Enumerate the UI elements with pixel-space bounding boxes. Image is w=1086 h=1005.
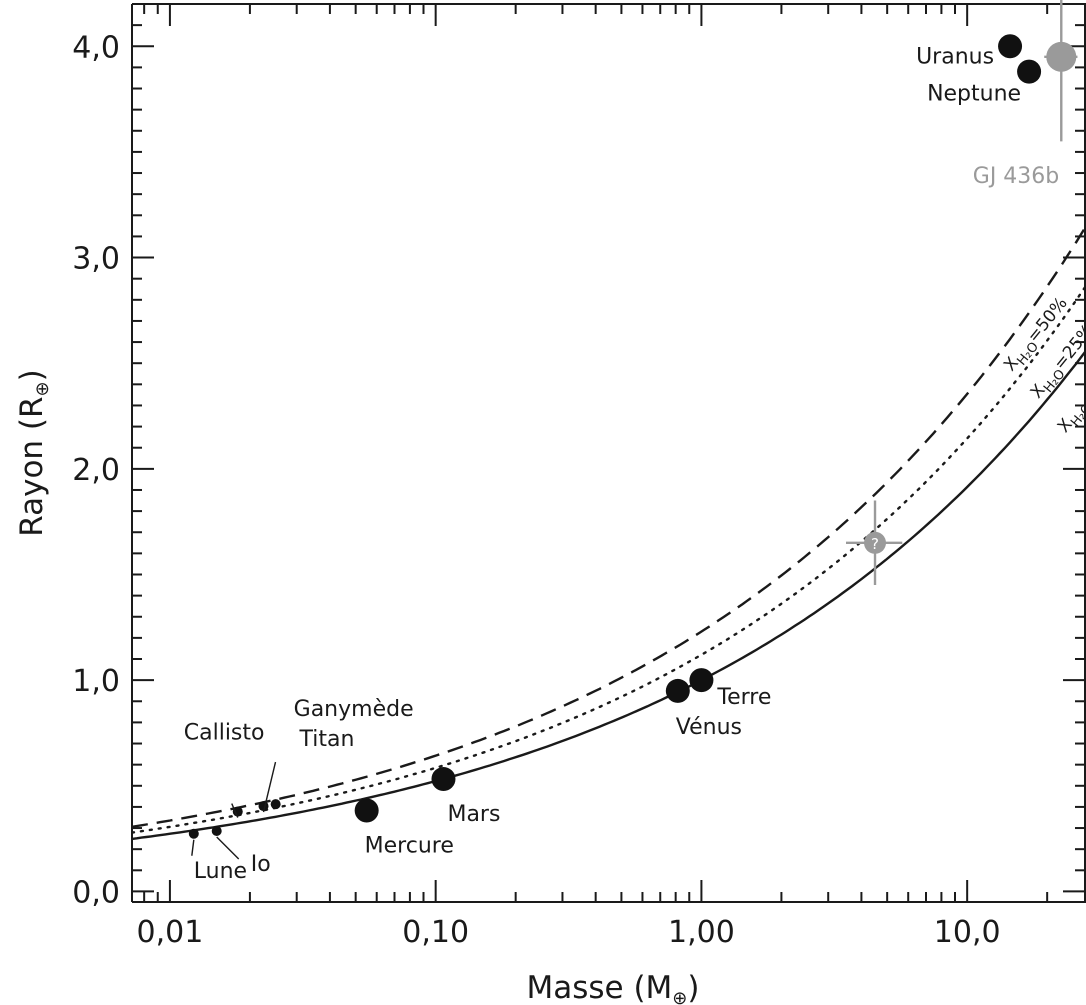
question-mark-label: ?: [871, 535, 879, 553]
gray-data-point: [864, 531, 887, 554]
planet-point: [1017, 59, 1042, 84]
model-curves: [132, 225, 1086, 841]
axes-frame: [131, 3, 1086, 903]
planet-label: Terre: [716, 685, 771, 710]
y-axis-title: Rayon (R⊕): [14, 369, 53, 537]
y-tick-label: 3,0: [72, 242, 120, 277]
curve-dotted: [132, 284, 1086, 834]
y-tick-label: 0,0: [72, 875, 120, 910]
planet-point: [354, 798, 379, 823]
planet-point: [232, 806, 243, 817]
labels: 0,01 0,10 1,00 10,00,01,02,03,04,0XH₂O=0%XH…: [72, 30, 1086, 950]
planet-point: [689, 668, 714, 693]
gray-data-point: [1046, 41, 1077, 72]
x-tick-label: 0,01: [137, 915, 204, 950]
leader-line: [231, 803, 239, 818]
planet-point: [188, 828, 199, 839]
planet-label: Titan: [299, 727, 355, 752]
leader-line: [262, 761, 277, 813]
planet-label: Lune: [194, 859, 247, 884]
planet-label: Ganymède: [294, 697, 414, 722]
y-axis-title-close: ): [14, 369, 50, 381]
x-axis-title-main: Masse (M: [526, 970, 672, 1005]
y-tick-label: 2,0: [72, 453, 120, 488]
x-tick-label: 10,0: [934, 915, 1001, 950]
planet-label: Mercure: [365, 834, 454, 859]
y-tick-label: 4,0: [72, 30, 120, 65]
gj436b-label: GJ 436b: [973, 164, 1060, 189]
planet-label: Callisto: [184, 721, 265, 746]
leader-line: [216, 836, 240, 860]
y-tick-label: 1,0: [72, 664, 120, 699]
planet-label: Mars: [447, 802, 500, 827]
planet-points: [188, 34, 1077, 839]
planet-label: Neptune: [927, 82, 1021, 107]
planet-label: Vénus: [676, 715, 742, 740]
planet-label: Uranus: [916, 44, 994, 69]
x-tick-label: 0,10: [402, 915, 469, 950]
x-tick-label: 1,00: [668, 915, 735, 950]
y-axis-title-sub: ⊕: [32, 381, 53, 396]
planet-point: [270, 799, 281, 810]
x-axis-title: Masse (M⊕): [526, 970, 699, 1005]
x-axis-title-close: ): [687, 970, 699, 1005]
planet-point: [431, 767, 456, 792]
planet-point: [665, 678, 690, 703]
planet-label: Io: [251, 852, 271, 877]
x-axis-title-sub: ⊕: [672, 988, 687, 1005]
leader-line: [191, 839, 195, 856]
planet-point: [211, 826, 222, 837]
planet-point: [998, 34, 1023, 59]
y-axis-title-main: Rayon (R: [14, 396, 50, 536]
curve-dashed: [132, 225, 1086, 828]
curve-solid: [132, 349, 1086, 841]
